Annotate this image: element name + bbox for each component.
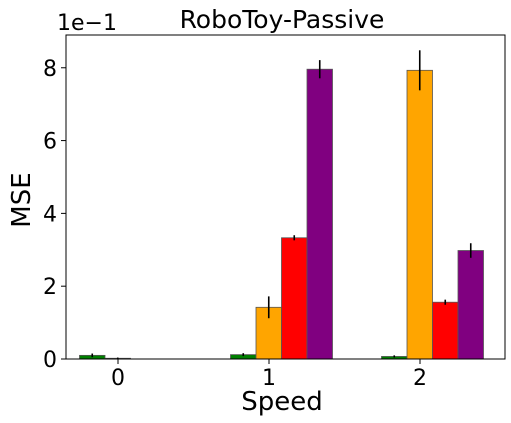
x-axis-label: Speed (241, 387, 323, 417)
y-tick-label: 4 (43, 202, 57, 227)
y-tick-label: 8 (43, 57, 57, 82)
bar (306, 68, 333, 360)
chart-title: RoboToy-Passive (180, 5, 385, 34)
x-tick-label: 2 (413, 366, 427, 391)
bar (457, 250, 484, 360)
bars-group (79, 50, 484, 360)
y-tick-label: 2 (43, 275, 57, 300)
x-ticks-group: 0 1 2 (111, 359, 427, 391)
y-tick-label: 6 (43, 130, 57, 155)
x-tick-label: 0 (111, 366, 125, 391)
bar (406, 69, 433, 360)
plot-frame (65, 34, 506, 360)
y-axis-label: MSE (7, 172, 37, 227)
y-multiplier-label: 1e−1 (57, 11, 117, 36)
x-tick-label: 1 (262, 366, 276, 391)
bar (281, 237, 308, 360)
y-tick-label: 0 (43, 348, 57, 373)
bar (432, 301, 459, 360)
y-ticks-group: 0 2 4 6 8 (43, 57, 66, 373)
